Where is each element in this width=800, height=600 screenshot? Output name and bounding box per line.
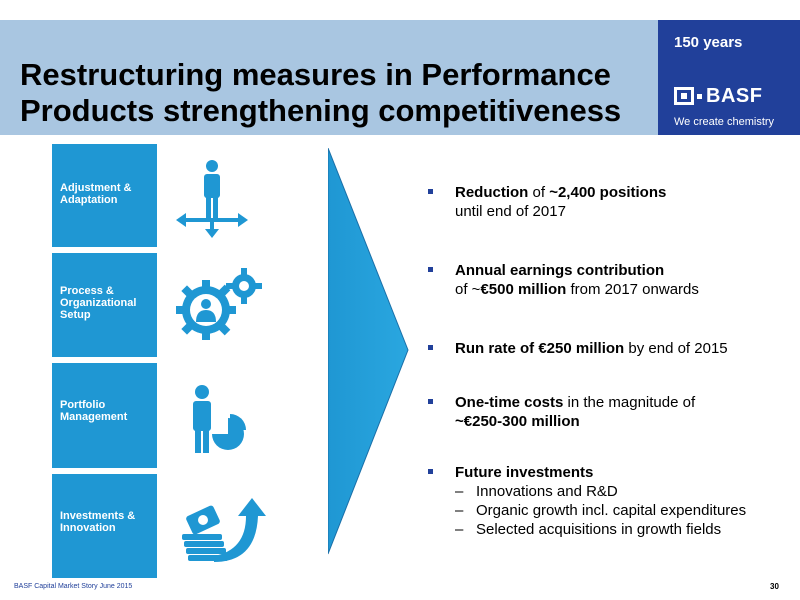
logo-square-icon xyxy=(674,87,694,105)
bullet-square-icon xyxy=(428,345,433,350)
lever-label: Management xyxy=(60,411,128,423)
brand-tagline: We create chemistry xyxy=(674,116,775,128)
basf-logo: BASF xyxy=(674,85,762,107)
lever-label: Innovation xyxy=(60,522,116,534)
bullet-square-icon xyxy=(428,399,433,404)
footer-source: BASF Capital Market Story June 2015 xyxy=(14,583,133,590)
page-number: 30 xyxy=(770,582,779,591)
gears-person-icon xyxy=(170,262,270,362)
lever-label: Process & xyxy=(60,285,114,297)
lever-label: Portfolio xyxy=(60,399,106,411)
lever-label: Adaptation xyxy=(60,194,118,206)
list-item: One-time costs in the magnitude of ~€250… xyxy=(428,393,778,431)
lever-label: Organizational xyxy=(60,297,137,309)
lever-label: Investments & xyxy=(60,510,136,522)
list-item: Reduction of ~2,400 positions until end … xyxy=(428,183,778,221)
lever-label: Setup xyxy=(60,309,91,321)
sub-item: – Innovations and R&D xyxy=(455,483,618,500)
person-pie-chart-icon xyxy=(170,382,270,482)
money-growth-arrow-icon xyxy=(170,490,270,590)
transition-arrow xyxy=(328,148,409,555)
person-with-arrows-icon xyxy=(170,158,270,258)
lever-label: Adjustment & xyxy=(60,182,132,194)
title-line-2: Products strengthening competitiveness xyxy=(20,93,622,128)
logo-wordmark: BASF xyxy=(706,84,763,107)
bullet-square-icon xyxy=(428,469,433,474)
page-title: Restructuring measures in Performance Pr… xyxy=(20,57,640,129)
sub-item: – Organic growth incl. capital expenditur… xyxy=(455,502,747,519)
anniversary-badge: 150 years xyxy=(674,34,743,51)
list-item: Run rate of €250 million by end of 2015 xyxy=(428,339,778,358)
logo-dot-icon xyxy=(697,93,702,99)
lever-adjustment-adaptation: Adjustment & Adaptation xyxy=(52,144,157,247)
list-item: Future investments – Innovations and R&D … xyxy=(428,463,778,539)
title-line-1: Restructuring measures in Performance xyxy=(20,57,611,92)
lever-process-organizational-setup: Process & Organizational Setup xyxy=(52,253,157,357)
sub-item: – Selected acquisitions in growth fields xyxy=(455,521,722,538)
list-item: Annual earnings contribution of ~€500 mi… xyxy=(428,261,778,299)
lever-portfolio-management: Portfolio Management xyxy=(52,363,157,468)
bullet-square-icon xyxy=(428,267,433,272)
lever-investments-innovation: Investments & Innovation xyxy=(52,474,157,578)
brand-panel: 150 years BASF We create chemistry xyxy=(658,20,800,135)
bullet-square-icon xyxy=(428,189,433,194)
